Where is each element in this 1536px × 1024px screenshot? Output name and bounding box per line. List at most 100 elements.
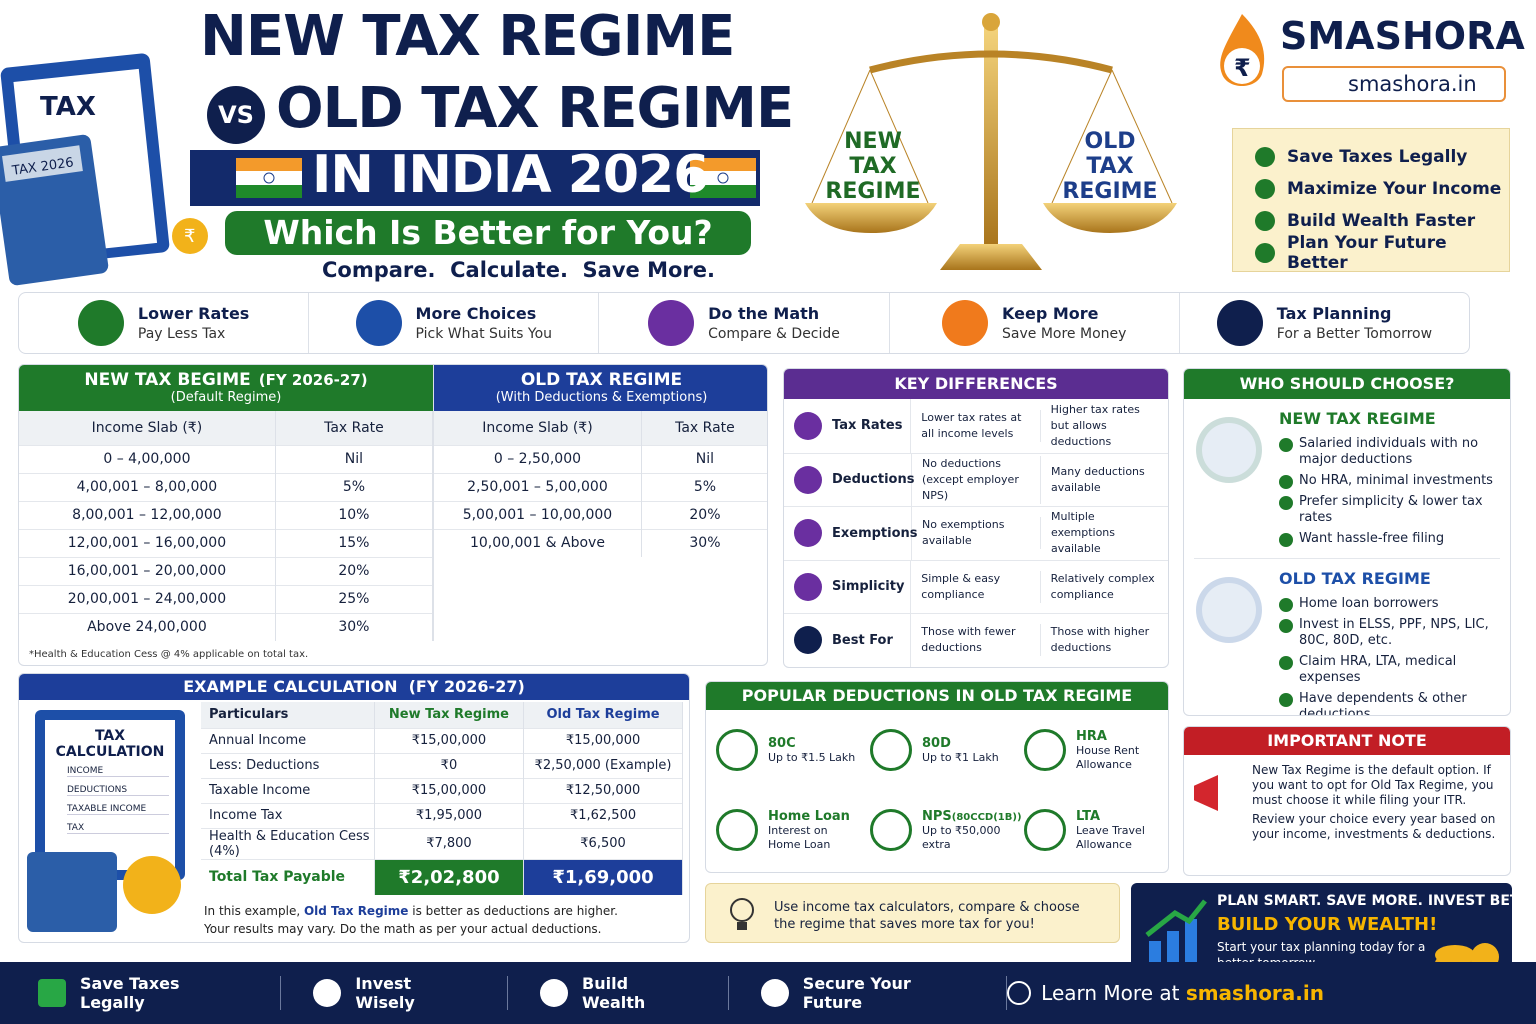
calc-cell: Taxable Income xyxy=(201,778,375,803)
brand-name: SMASHORA xyxy=(1280,14,1525,58)
calculator xyxy=(27,852,117,932)
section-title: POPULAR DEDUCTIONS IN OLD TAX REGIME xyxy=(706,682,1168,710)
audience-text: No HRA, minimal investments xyxy=(1299,473,1493,488)
footer-text: Secure Your Future xyxy=(802,974,911,1012)
audience-text: Have dependents & other deductions xyxy=(1299,691,1467,716)
footer-text: Build Wealth xyxy=(582,974,646,1012)
cess-note: *Health & Education Cess @ 4% applicable… xyxy=(29,649,309,660)
slab-cell: 10% xyxy=(275,501,434,529)
header-row: Income Slab (₹) Tax Rate xyxy=(434,411,767,445)
table-title: OLD TAX REGIME xyxy=(434,370,767,390)
feature-icon xyxy=(1216,300,1263,346)
slab-cell: 12,00,001 – 16,00,000 xyxy=(19,529,276,557)
difference-row: Deductions No deductions (except employer… xyxy=(784,452,1168,506)
audience-title: NEW TAX REGIME xyxy=(1279,409,1436,428)
table-title-text: OLD TAX REGIME xyxy=(520,370,683,390)
feature-item: Do the Math Compare & Decide xyxy=(599,293,890,353)
audience-item: Claim HRA, LTA, medical expenses xyxy=(1279,654,1490,686)
tip-text: Use income tax calculators, compare & ch… xyxy=(774,900,1080,932)
promo-line: PLAN SMART. SAVE MORE. INVEST BETTER. xyxy=(1217,893,1536,909)
audience-item: No HRA, minimal investments xyxy=(1279,473,1500,489)
slab-cell: 16,00,001 – 20,00,000 xyxy=(19,557,276,585)
slab-cell: 5% xyxy=(641,473,767,501)
footer-item: Save Taxes Legally xyxy=(0,974,282,1012)
difference-old: Multiple exemptions available xyxy=(1051,510,1116,556)
deduction-text: 80C Up to ₹1.5 Lakh xyxy=(768,736,858,765)
calc-cell: ₹1,95,000 xyxy=(374,803,525,828)
clipboard-item: TAX xyxy=(67,823,169,834)
slab-cell: 30% xyxy=(641,529,767,557)
calc-row: Less: Deductions ₹0 ₹2,50,000 (Example) xyxy=(201,753,683,778)
slab-cell: 0 – 2,50,000 xyxy=(434,445,642,473)
slab-cell: 30% xyxy=(275,613,434,641)
audience-item: Invest in ELSS, PPF, NPS, LIC, 80C, 80D,… xyxy=(1279,617,1490,649)
check-icon xyxy=(1279,475,1293,489)
person-icon xyxy=(1196,577,1262,643)
slab-cell: 20% xyxy=(641,501,767,529)
deduction-qualifier: (80CCD(1B)) xyxy=(951,811,1022,823)
footer-item: Secure Your Future xyxy=(729,974,1008,1012)
deduction-text: Home Loan Interest on Home Loan xyxy=(768,809,858,852)
total-cell: ₹2,02,800 xyxy=(374,859,525,895)
clipboard: TAX CALCULATION INCOME DEDUCTIONS TAXABLE I… xyxy=(35,710,185,880)
table-period: (FY 2026-27) xyxy=(258,371,368,389)
cta-prefix: Learn More at xyxy=(1041,981,1186,1005)
calc-cell: Income Tax xyxy=(201,803,375,828)
slab-cell: 2,50,001 – 5,00,000 xyxy=(434,473,642,501)
column-header: New Tax Regime xyxy=(374,702,525,728)
calc-cell: Annual Income xyxy=(201,728,375,753)
deduction-desc: Up to ₹50,000 extra xyxy=(921,823,1001,851)
benefit-item: Plan Your Future Better xyxy=(1255,233,1509,273)
clipboard-title: TAX CALCULATION xyxy=(55,728,165,760)
feature-item: Keep More Save More Money xyxy=(890,293,1180,353)
slab-cell: 5% xyxy=(275,473,434,501)
deduction-item: NPS(80CCD(1B)) Up to ₹50,000 extra xyxy=(860,790,1022,870)
slab-table: Income Slab (₹) Tax Rate 0 – 2,50,000 Nil 2,… xyxy=(434,411,767,557)
deduction-name-text: HRA xyxy=(1075,728,1107,744)
difference-label-cell: Simplicity xyxy=(784,560,912,613)
table-title-text: NEW TAX BEGIME xyxy=(84,370,251,390)
difference-label: Simplicity xyxy=(832,579,905,595)
check-icon xyxy=(1279,496,1293,510)
table-subtitle: (With Deductions & Exemptions) xyxy=(495,390,708,405)
feature-icon xyxy=(648,300,695,346)
slab-row: 5,00,001 – 10,00,000 20% xyxy=(434,501,767,529)
benefit-item: Maximize Your Income xyxy=(1255,173,1509,205)
features-row: Lower Rates Pay Less Tax More Choices Pick … xyxy=(18,292,1470,354)
difference-row: Exemptions No exemptions available Multipl… xyxy=(784,506,1168,560)
brand-url: smashora.in xyxy=(1282,66,1506,102)
deduction-desc: Up to ₹1.5 Lakh xyxy=(768,750,856,764)
deduction-text: 80D Up to ₹1 Lakh xyxy=(922,736,1012,765)
deduction-name-text: LTA xyxy=(1075,808,1101,824)
cta-link: smashora.in xyxy=(1185,981,1324,1005)
audience-title: OLD TAX REGIME xyxy=(1279,569,1431,588)
calc-cell: ₹12,50,000 xyxy=(523,778,683,803)
feature-title: Tax Planning xyxy=(1276,304,1392,323)
svg-text:₹: ₹ xyxy=(1234,54,1251,82)
difference-icon xyxy=(794,519,822,548)
check-icon xyxy=(1279,656,1293,670)
deduction-name-text: 80D xyxy=(921,735,951,751)
calc-cell: ₹7,800 xyxy=(374,828,525,859)
feature-subtitle: Save More Money xyxy=(1002,326,1127,342)
brand-logo: ₹ xyxy=(1220,14,1265,86)
check-icon xyxy=(1279,693,1293,707)
deduction-desc: House Rent Allowance xyxy=(1075,743,1140,771)
note-body: New Tax Regime is the default option. If… xyxy=(1252,763,1502,846)
column-header: Tax Rate xyxy=(641,411,767,445)
feature-text: More Choices Pick What Suits You xyxy=(416,304,553,342)
feature-subtitle: Pay Less Tax xyxy=(137,326,226,342)
footer-icon xyxy=(760,979,789,1007)
difference-label-cell: Exemptions xyxy=(784,507,918,560)
deduction-desc: Interest on Home Loan xyxy=(768,823,831,851)
deduction-name: 80C xyxy=(768,736,858,751)
slab-row: 12,00,001 – 16,00,000 15% xyxy=(19,529,434,557)
benefit-text: Save Taxes Legally xyxy=(1287,147,1468,167)
slab-cell: 8,00,001 – 12,00,000 xyxy=(19,501,276,529)
total-cell: ₹1,69,000 xyxy=(523,859,683,895)
check-icon xyxy=(1279,598,1293,612)
flag xyxy=(690,158,756,198)
table-title: NEW TAX BEGIME (FY 2026-27) xyxy=(19,370,433,390)
clipboard-label: TAX xyxy=(40,92,96,122)
benefit-text: Build Wealth Faster xyxy=(1287,211,1476,231)
